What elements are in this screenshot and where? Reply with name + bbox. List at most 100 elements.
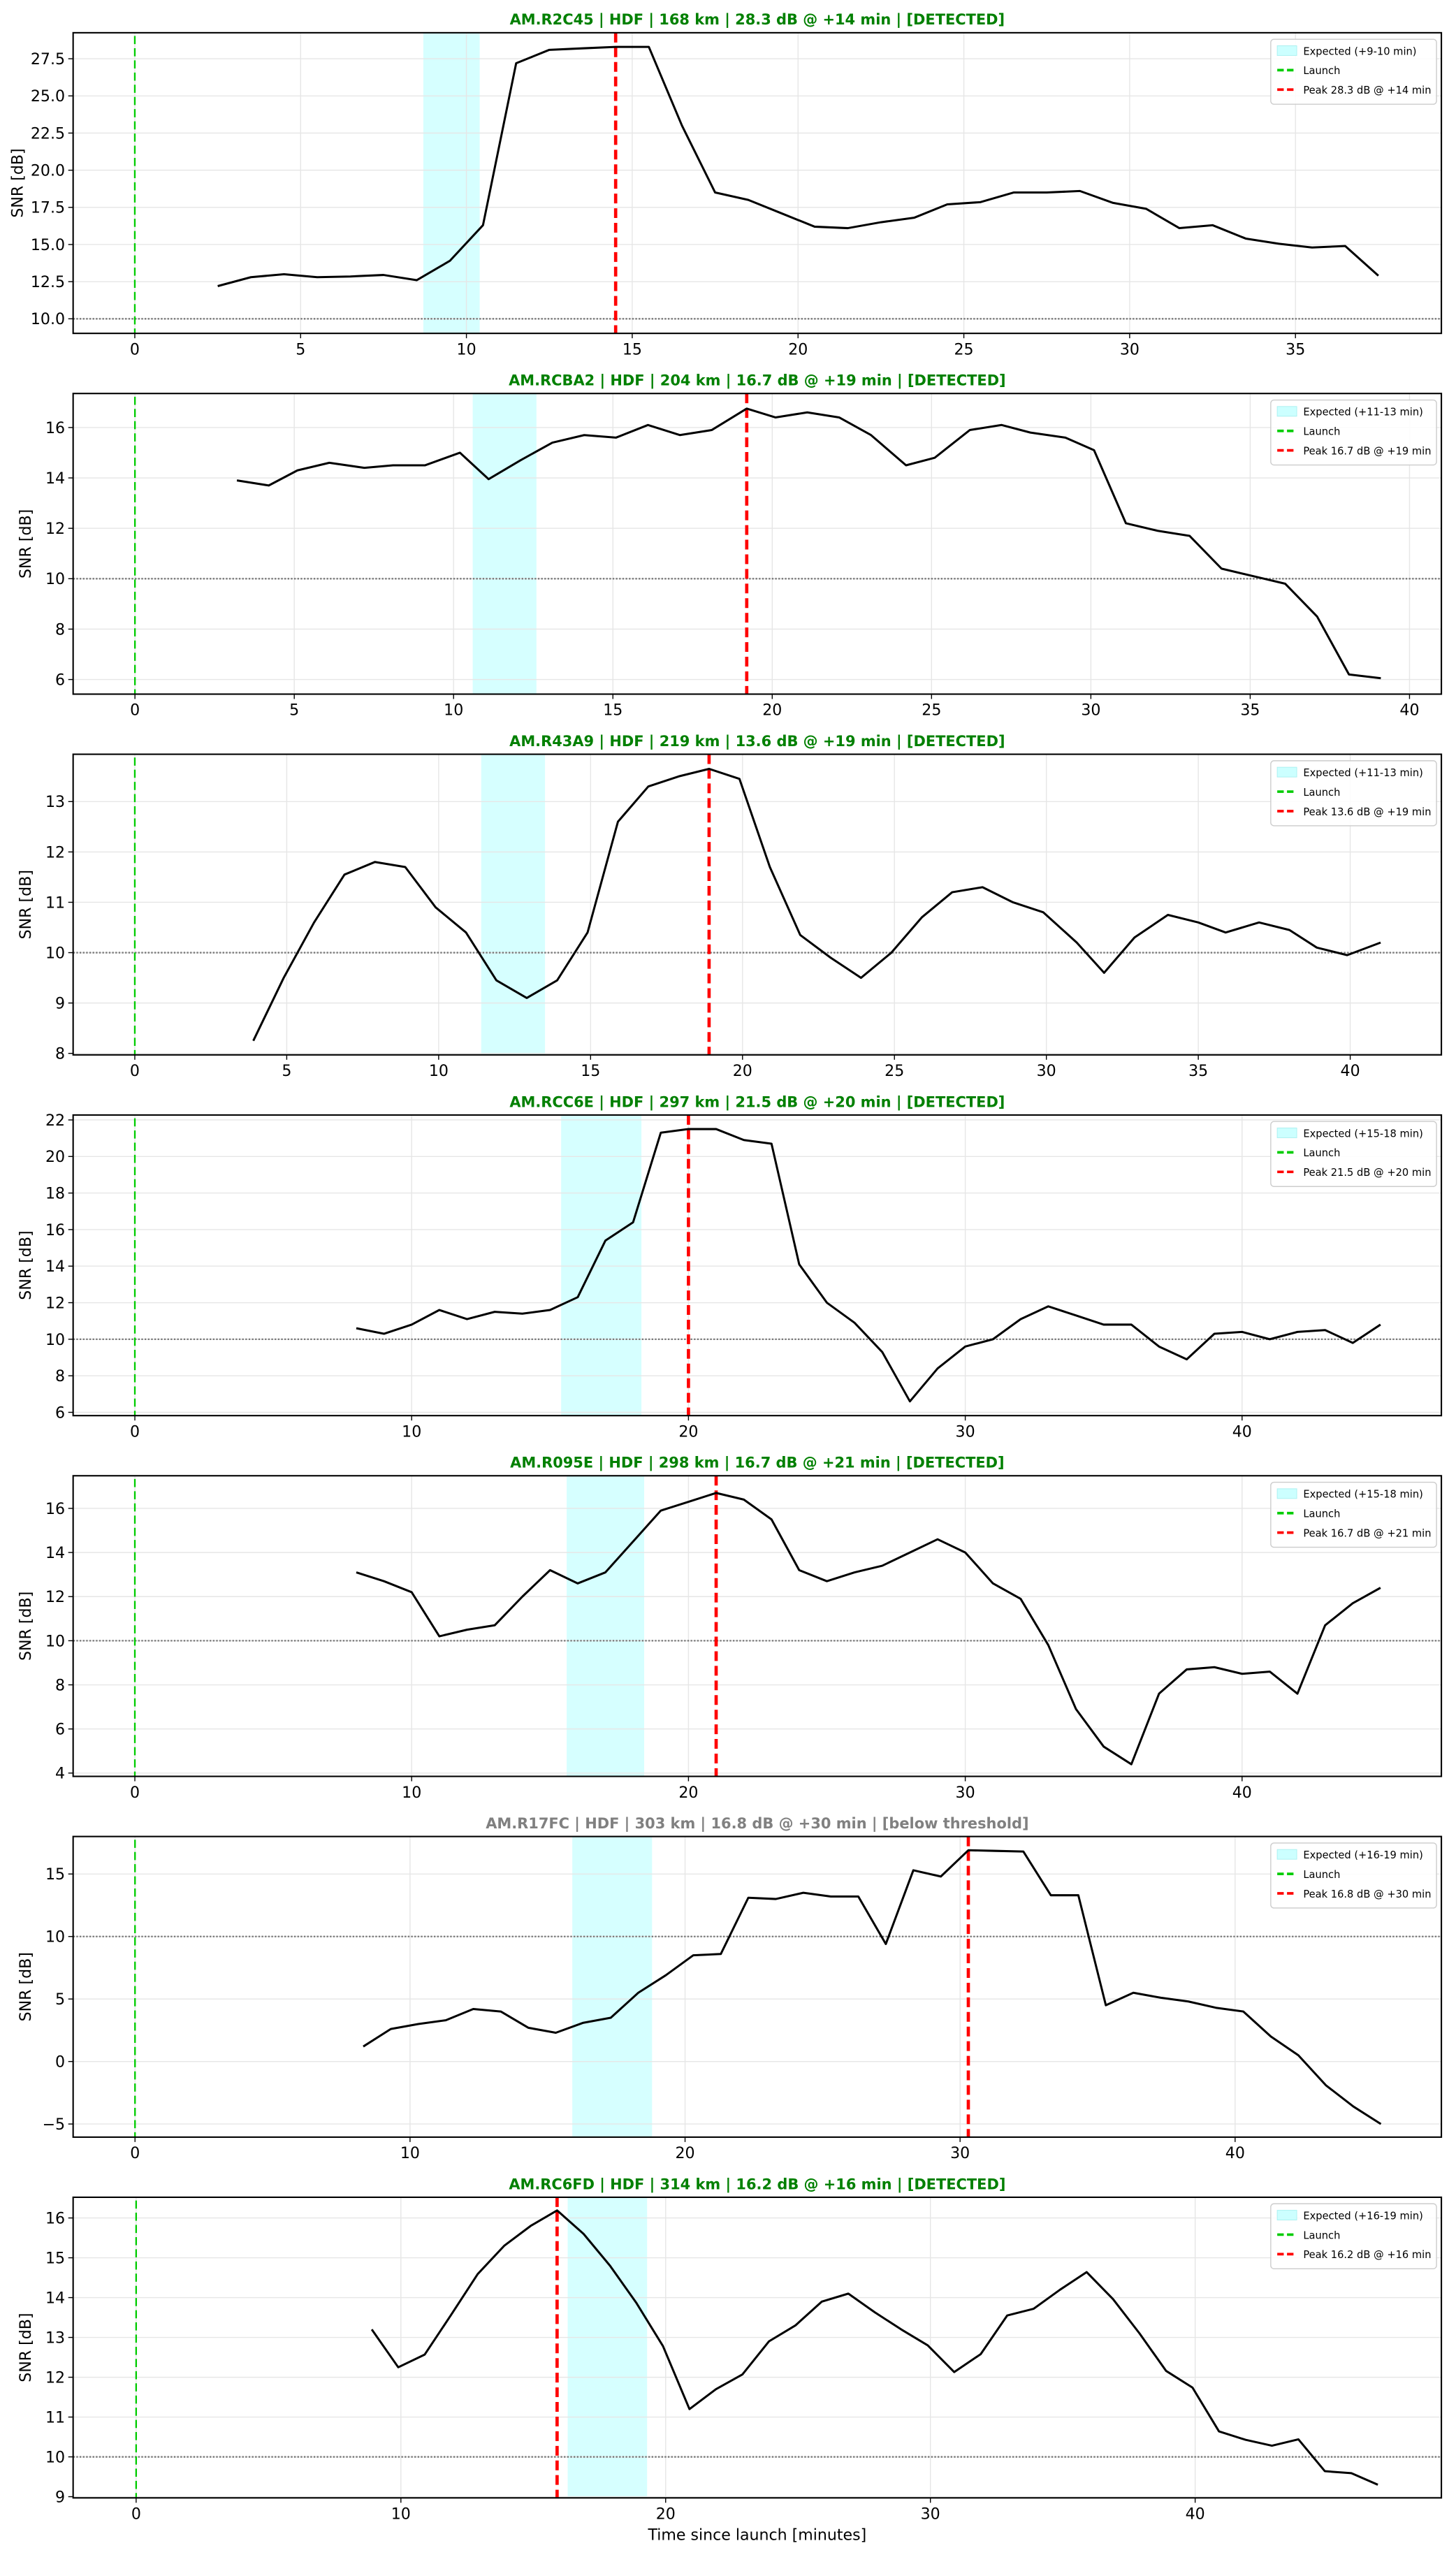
y-tick-label: 12 [45, 2368, 65, 2387]
snr-series-line [356, 1128, 1381, 1403]
chart-title: AM.R17FC | HDF | 303 km | 16.8 dB @ +30 … [486, 1815, 1028, 1833]
x-tick-label: 20 [733, 1062, 752, 1080]
y-tick-label: 11 [45, 2408, 65, 2426]
legend-swatch-expected [1276, 1488, 1297, 1499]
y-tick-label: 27.5 [31, 50, 65, 68]
x-tick-label: 20 [678, 1422, 698, 1441]
legend-entry-expected: Expected (+11-13 min) [1303, 767, 1422, 779]
y-tick-label: 14 [45, 1258, 65, 1276]
legend-entry-launch: Launch [1303, 1147, 1340, 1159]
legend-swatch-expected [1276, 45, 1297, 56]
y-tick-label: 10 [45, 1928, 65, 1946]
legend-entry-launch: Launch [1303, 65, 1340, 77]
y-tick-label: 25.0 [31, 87, 65, 105]
legend-entry-launch: Launch [1303, 787, 1340, 799]
y-tick-label: 8 [55, 1676, 65, 1694]
x-tick-label: 10 [429, 1062, 449, 1080]
snr-series-line [363, 1849, 1382, 2125]
snr-series-line [236, 407, 1381, 680]
expected-window-band [472, 393, 537, 694]
legend: Expected (+11-13 min) Launch Peak 16.7 dB … [1270, 399, 1437, 466]
y-tick-label: 18 [45, 1185, 65, 1203]
y-tick-label: 14 [45, 469, 65, 488]
x-tick-label: 25 [954, 340, 974, 358]
legend-entry-expected: Expected (+9-10 min) [1303, 45, 1416, 57]
x-tick-label: 0 [130, 1422, 140, 1441]
legend-entry-peak: Peak 16.2 dB @ +16 min [1303, 2249, 1431, 2261]
legend-entry-peak: Peak 21.5 dB @ +20 min [1303, 1167, 1431, 1179]
y-tick-label: 14 [45, 1544, 65, 1562]
legend: Expected (+16-19 min) Launch Peak 16.8 dB … [1270, 1842, 1437, 1909]
plot-frame [72, 1114, 1443, 1417]
y-tick-label: 10 [45, 1331, 65, 1349]
x-tick-label: 5 [296, 340, 305, 358]
legend-swatch-expected [1276, 406, 1297, 417]
y-tick-label: 15 [45, 2249, 65, 2267]
x-tick-label: 20 [656, 2505, 676, 2523]
plot-frame [72, 393, 1443, 695]
chart-panel-2: AM.RCBA2 | HDF | 204 km | 16.7 dB @ +19 … [17, 372, 1443, 720]
x-tick-label: 20 [678, 1784, 698, 1802]
y-tick-label: 11 [45, 894, 65, 912]
y-tick-label: 6 [55, 671, 65, 689]
y-tick-label: 6 [55, 1721, 65, 1739]
chart-panel-4: AM.RCC6E | HDF | 297 km | 21.5 dB @ +20 … [17, 1093, 1443, 1441]
x-tick-label: 40 [1341, 1062, 1360, 1080]
x-tick-label: 10 [457, 340, 476, 358]
chart-title: AM.R43A9 | HDF | 219 km | 13.6 dB @ +19 … [509, 733, 1005, 750]
chart-title: AM.RCBA2 | HDF | 204 km | 16.7 dB @ +19 … [509, 372, 1006, 390]
x-tick-label: 0 [130, 340, 140, 358]
legend-entry-launch: Launch [1303, 2229, 1340, 2241]
x-tick-label: 40 [1186, 2505, 1205, 2523]
y-tick-label: 22.5 [31, 124, 65, 143]
y-tick-label: 0 [55, 2053, 65, 2072]
x-tick-label: 20 [675, 2144, 694, 2162]
legend-entry-expected: Expected (+16-19 min) [1303, 1849, 1422, 1861]
y-tick-label: 16 [45, 1221, 65, 1239]
y-tick-label: 12 [45, 1294, 65, 1312]
x-tick-label: 40 [1232, 1422, 1252, 1441]
x-tick-label: 0 [130, 1062, 140, 1080]
expected-window-band [561, 1114, 642, 1416]
x-tick-label: 0 [130, 1784, 140, 1802]
expected-window-band [481, 754, 546, 1055]
y-tick-label: 10 [45, 570, 65, 588]
y-tick-label: 16 [45, 1500, 65, 1518]
x-tick-label: 35 [1286, 340, 1305, 358]
legend: Expected (+15-18 min) Launch Peak 16.7 dB … [1270, 1481, 1437, 1548]
chart-title: AM.RCC6E | HDF | 297 km | 21.5 dB @ +20 … [509, 1093, 1005, 1111]
snr-series-line [370, 2209, 1378, 2486]
plot-frame [72, 31, 1443, 335]
y-tick-label: 16 [45, 419, 65, 437]
legend-box [1270, 2203, 1437, 2269]
legend-box [1270, 399, 1437, 466]
y-tick-label: 10 [45, 2448, 65, 2466]
legend-box [1270, 760, 1437, 827]
x-tick-label: 15 [623, 340, 642, 358]
chart-panel-6: AM.R17FC | HDF | 303 km | 16.8 dB @ +30 … [17, 1815, 1443, 2162]
x-tick-label: 15 [603, 701, 623, 720]
legend-box [1270, 1121, 1437, 1187]
chart-panel-5: AM.R095E | HDF | 298 km | 16.7 dB @ +21 … [17, 1455, 1443, 1802]
legend-entry-launch: Launch [1303, 1508, 1340, 1520]
y-tick-label: 12 [45, 1588, 65, 1606]
expected-window-band [567, 1476, 645, 1777]
x-tick-label: 10 [444, 701, 463, 720]
x-tick-label: 30 [950, 2144, 970, 2162]
plot-frame [72, 1835, 1443, 2138]
legend-box [1270, 1481, 1437, 1548]
x-tick-label: 40 [1225, 2144, 1245, 2162]
x-tick-label: 0 [131, 2505, 141, 2523]
x-tick-label: 25 [922, 701, 941, 720]
y-tick-label: 20.0 [31, 162, 65, 180]
legend: Expected (+16-19 min) Launch Peak 16.2 dB … [1270, 2203, 1437, 2269]
legend-entry-expected: Expected (+15-18 min) [1303, 1128, 1422, 1140]
y-tick-label: 8 [55, 620, 65, 639]
y-tick-label: 6 [55, 1404, 65, 1422]
legend-swatch-expected [1276, 766, 1297, 778]
x-tick-label: 30 [1081, 701, 1100, 720]
chart-title: AM.R095E | HDF | 298 km | 16.7 dB @ +21 … [510, 1455, 1004, 1472]
x-tick-label: 0 [130, 2144, 140, 2162]
x-tick-label: 40 [1232, 1784, 1252, 1802]
legend-swatch-expected [1276, 1849, 1297, 1860]
